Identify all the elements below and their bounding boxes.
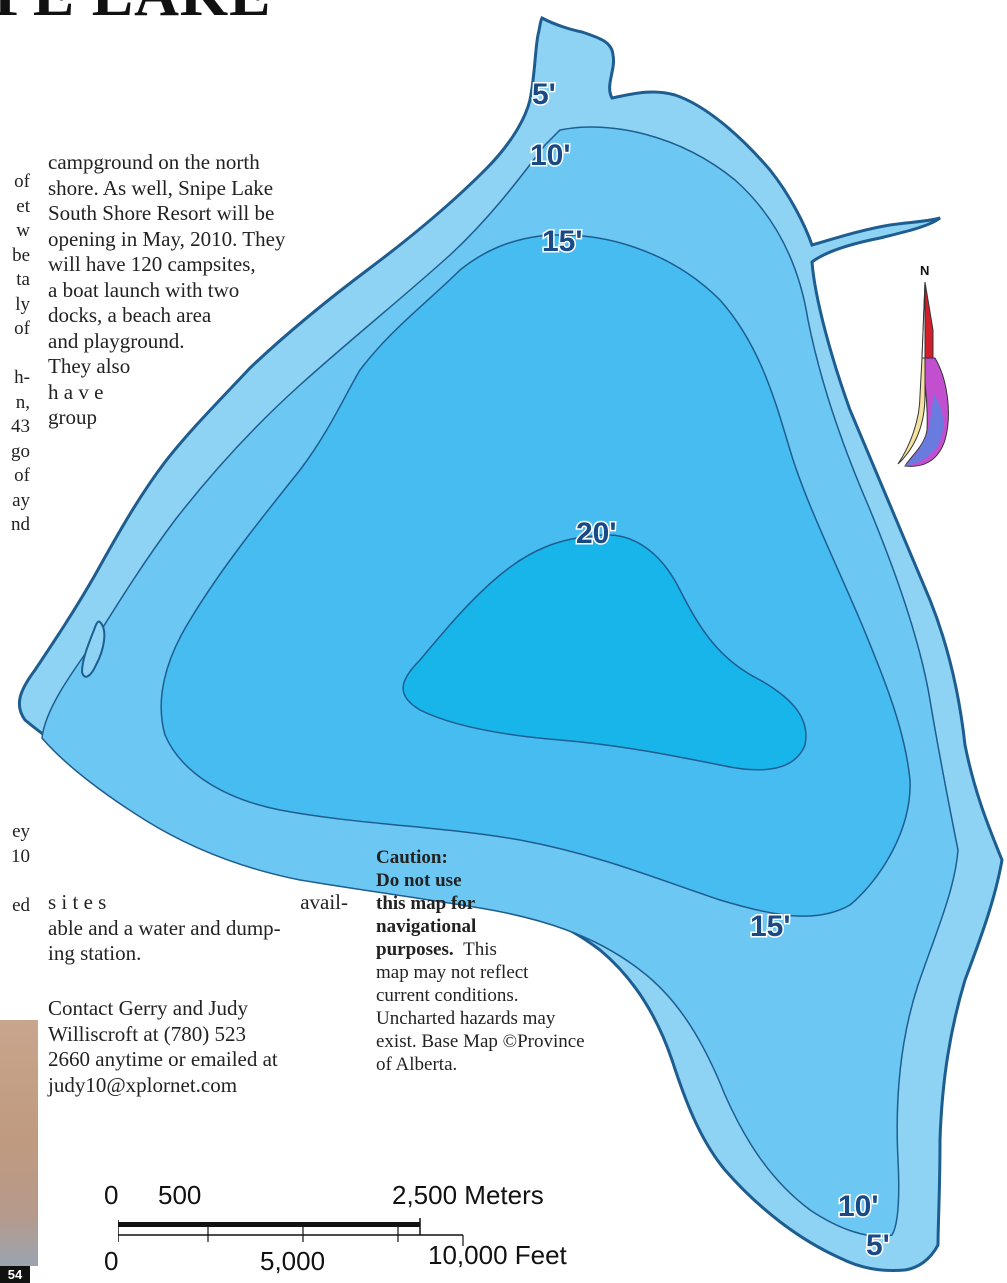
left-fragment: ey [12, 821, 30, 842]
left-column-fragments-lower: ey 10 ed [0, 820, 30, 918]
article-text: campground on the north shore. As well, … [48, 150, 348, 431]
scale-bar: 0 500 2,500 Meters 0 5,000 10,000 Feet [104, 1180, 590, 1280]
north-arrow-icon: N [897, 263, 949, 467]
left-fragment [0, 869, 30, 894]
article-line: shore. As well, Snipe Lake [48, 175, 274, 200]
island [80, 620, 106, 678]
scale-feet-0: 0 [104, 1246, 119, 1276]
article-line: and playground. [48, 328, 185, 353]
left-column-fragments: of et w be ta ly of h- n, 43 go of ay nd [0, 170, 30, 538]
contact-line: 2660 anytime or emailed at [48, 1047, 278, 1071]
scale-feet-5000: 5,000 [260, 1246, 326, 1276]
page-number: 54 [0, 1266, 30, 1283]
left-fragment: of [14, 465, 30, 486]
depth-label-10ft-north: 10' [530, 139, 571, 172]
article-line: s i t e s avail- [48, 890, 348, 916]
caution-line: of Alberta. [376, 1054, 458, 1075]
article-line: They also [48, 354, 131, 378]
contact-text: Contact Gerry and Judy Williscroft at (7… [48, 996, 348, 1098]
left-fragment: 43 [11, 416, 30, 437]
left-fragment: 10 [11, 845, 30, 867]
scale-bar-graphic [118, 1218, 464, 1246]
article-line: docks, a beach area [48, 303, 212, 327]
contact-email: judy10@xplornet.com [48, 1072, 238, 1097]
svg-text:N: N [920, 263, 929, 278]
left-fragment: n, [15, 391, 30, 413]
article-line: will have 120 campsites, [48, 252, 256, 276]
left-fragment: of [14, 171, 30, 192]
caution-notice: Caution: Do not use this map for navigat… [376, 846, 638, 1076]
left-fragment: nd [11, 514, 30, 535]
left-fragment: et [16, 195, 30, 217]
contact-line: Contact Gerry and Judy [48, 996, 249, 1020]
left-fragment: go [11, 440, 30, 462]
scale-feet-10000: 10,000 Feet [428, 1240, 567, 1270]
left-fragment: h- [14, 367, 30, 388]
caution-bold-line: navigational [376, 916, 477, 937]
caution-bold-word: purposes. [376, 939, 454, 960]
left-fragment: ay [12, 489, 30, 511]
caution-line: map may not reflect [376, 962, 529, 983]
article-line: a boat launch with two [48, 277, 240, 302]
caution-line: current conditions. [376, 985, 519, 1006]
left-fragment: w [16, 220, 30, 241]
article-line: opening in May, 2010. They [48, 226, 286, 251]
scale-meters-2500: 2,500 Meters [392, 1180, 544, 1210]
depth-label-15ft-south: 15' [750, 910, 791, 943]
contact-line: Williscroft at (780) 523 [48, 1021, 247, 1046]
article-line: ing station. [48, 941, 142, 965]
sites-word: s i t e s [48, 890, 107, 914]
caution-line: exist. Base Map ©Province [376, 1031, 585, 1052]
avail-word: avail- [300, 890, 348, 914]
photo-fragment [0, 1020, 38, 1266]
left-fragment [0, 342, 30, 367]
left-fragment: ly [15, 293, 30, 315]
left-fragment: ed [12, 894, 30, 916]
page-title: PE LAKE [0, 0, 271, 31]
depth-label-5ft-south: 5' [866, 1229, 890, 1262]
article-line: able and a water and dump- [48, 915, 281, 940]
caution-line: Uncharted hazards may [376, 1008, 556, 1029]
left-fragment: of [14, 318, 30, 339]
depth-label-10ft-south: 10' [838, 1190, 879, 1223]
article-line: group [48, 405, 97, 429]
scale-meters-500: 500 [158, 1180, 202, 1210]
article-line: h a v e [48, 379, 104, 404]
scale-meters-0: 0 [104, 1180, 119, 1210]
caution-bold-line: Do not use [376, 870, 462, 891]
depth-label-20ft: 20' [576, 517, 617, 550]
left-fragment: be [12, 244, 30, 266]
depth-zone-20ft [402, 534, 807, 771]
depth-label-5ft-north: 5' [532, 78, 556, 111]
caution-word: This [463, 939, 497, 960]
depth-label-15ft-north: 15' [542, 225, 583, 258]
article-line: campground on the north [48, 150, 260, 174]
article-line: South Shore Resort will be [48, 201, 275, 225]
caution-heading: Caution: [376, 847, 448, 868]
article-text-lower: s i t e s avail- able and a water and du… [48, 890, 348, 967]
left-fragment: ta [16, 269, 30, 290]
caution-bold-line: purposes. This [376, 938, 638, 961]
caution-bold-line: this map for [376, 893, 476, 914]
